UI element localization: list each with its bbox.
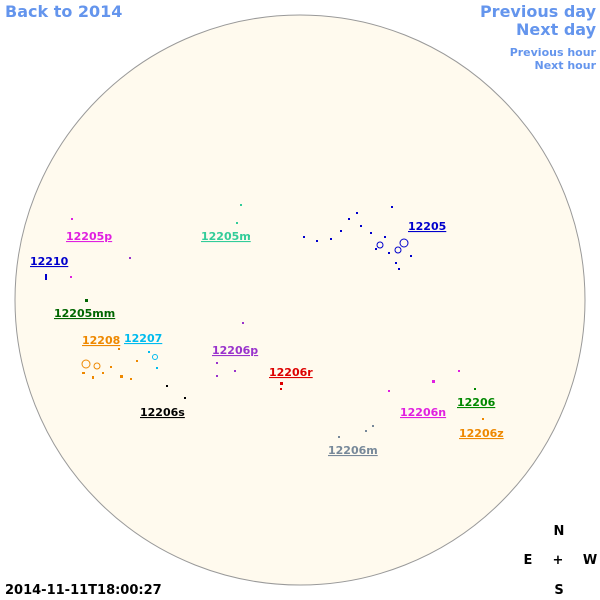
region-link[interactable]: 12208 (82, 334, 120, 347)
region-link[interactable]: 12206r (269, 366, 313, 379)
region-link[interactable]: 12206p (212, 344, 258, 357)
next-day-link[interactable]: Next day (516, 20, 597, 39)
compass-south: S (554, 583, 563, 598)
region-link[interactable]: 12205mm (54, 307, 115, 320)
region-link[interactable]: 12206m (328, 444, 378, 457)
previous-hour-link[interactable]: Previous hour (510, 46, 597, 59)
region-link[interactable]: 12206s (140, 406, 185, 419)
sunspot-dots (45, 204, 484, 438)
region-link[interactable]: 12206 (457, 396, 496, 409)
compass-west: W (583, 553, 597, 568)
compass-north: N (554, 524, 565, 539)
region-link[interactable]: 12205 (408, 220, 446, 233)
region-link[interactable]: 12207 (124, 332, 162, 345)
region-link[interactable]: 12206n (400, 406, 446, 419)
next-hour-link[interactable]: Next hour (535, 59, 597, 72)
compass-east: E (524, 553, 533, 568)
back-year-link[interactable]: Back to 2014 (5, 2, 122, 21)
region-link[interactable]: 12205p (66, 230, 112, 243)
region-link[interactable]: 12210 (30, 255, 69, 268)
timestamp: 2014-11-11T18:00:27 (5, 583, 162, 598)
previous-day-link[interactable]: Previous day (480, 2, 597, 21)
region-link[interactable]: 12206z (459, 427, 504, 440)
compass-center: + (553, 553, 564, 568)
region-link[interactable]: 12205m (201, 230, 251, 243)
solar-disk (14, 14, 586, 586)
